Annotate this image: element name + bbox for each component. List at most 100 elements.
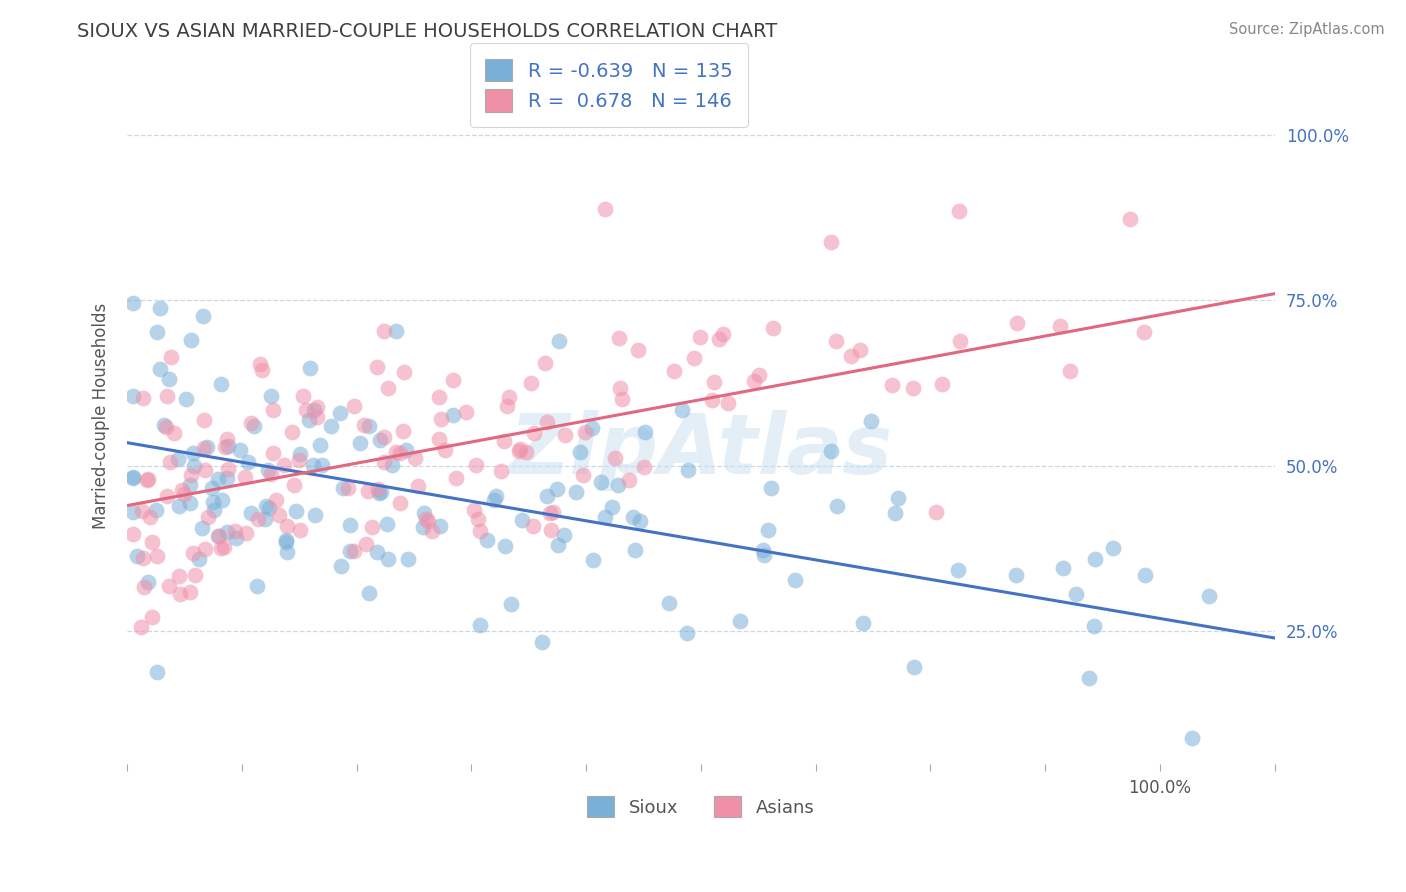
Point (433, 442, 456, 457)
Point (520, 376, 543, 390)
Point (381, 458, 404, 472)
Point (211, 492, 233, 507)
Point (946, 563, 969, 577)
Point (254, 500, 277, 514)
Point (132, 391, 155, 405)
Point (1078, 671, 1101, 685)
Point (498, 390, 520, 404)
Point (235, 525, 257, 540)
Point (132, 550, 155, 565)
Point (574, 425, 596, 440)
Point (682, 351, 704, 365)
Point (509, 442, 531, 456)
Point (633, 460, 655, 475)
Point (174, 392, 197, 406)
Point (441, 408, 464, 422)
Point (337, 481, 360, 495)
Legend: Sioux, Asians: Sioux, Asians (579, 789, 821, 824)
Point (610, 392, 633, 407)
Point (207, 528, 229, 542)
Point (1133, 567, 1156, 582)
Point (152, 417, 174, 432)
Point (1119, 211, 1142, 226)
Point (470, 524, 492, 539)
Point (167, 569, 190, 583)
Point (467, 511, 489, 525)
Point (311, 458, 333, 472)
Point (606, 477, 628, 491)
Point (607, 331, 630, 345)
Point (121, 469, 143, 483)
Point (330, 559, 353, 574)
Point (595, 510, 617, 524)
Point (194, 463, 217, 477)
Point (703, 375, 725, 389)
Point (880, 378, 903, 392)
Point (357, 586, 380, 600)
Point (754, 548, 776, 562)
Point (156, 389, 179, 403)
Point (129, 620, 152, 634)
Point (246, 579, 269, 593)
Point (785, 573, 807, 587)
Point (603, 451, 626, 466)
Point (1198, 590, 1220, 604)
Point (149, 301, 172, 315)
Point (121, 295, 143, 310)
Point (131, 504, 153, 518)
Point (254, 512, 277, 526)
Point (404, 450, 426, 465)
Point (193, 442, 215, 456)
Point (377, 381, 399, 395)
Point (571, 468, 593, 483)
Point (664, 364, 686, 378)
Point (568, 445, 591, 459)
Point (1083, 618, 1105, 632)
Point (547, 538, 569, 552)
Point (141, 609, 163, 624)
Point (595, 202, 617, 216)
Point (536, 489, 558, 503)
Point (634, 425, 657, 439)
Point (392, 365, 415, 379)
Point (262, 403, 284, 417)
Point (309, 438, 332, 452)
Point (887, 491, 910, 505)
Point (609, 381, 631, 395)
Point (257, 463, 280, 477)
Point (207, 472, 229, 486)
Point (523, 426, 546, 441)
Point (658, 595, 681, 609)
Point (167, 451, 190, 466)
Point (294, 403, 316, 417)
Point (494, 434, 516, 449)
Point (389, 446, 412, 460)
Point (392, 424, 415, 438)
Point (159, 455, 181, 469)
Point (146, 549, 169, 563)
Point (288, 447, 311, 461)
Point (283, 478, 305, 492)
Point (160, 351, 183, 365)
Point (212, 541, 235, 555)
Point (141, 535, 163, 549)
Point (412, 520, 434, 534)
Point (180, 333, 202, 347)
Point (515, 445, 537, 459)
Point (742, 374, 765, 388)
Point (470, 618, 492, 632)
Point (1049, 318, 1071, 333)
Point (149, 361, 172, 376)
Point (276, 535, 298, 549)
Point (711, 326, 734, 341)
Point (167, 500, 190, 514)
Point (180, 468, 202, 483)
Point (239, 416, 262, 430)
Point (250, 362, 273, 376)
Point (138, 509, 160, 524)
Point (361, 520, 384, 534)
Point (370, 484, 392, 499)
Point (408, 479, 430, 493)
Point (170, 483, 193, 497)
Text: ZipAtlas: ZipAtlas (509, 410, 893, 491)
